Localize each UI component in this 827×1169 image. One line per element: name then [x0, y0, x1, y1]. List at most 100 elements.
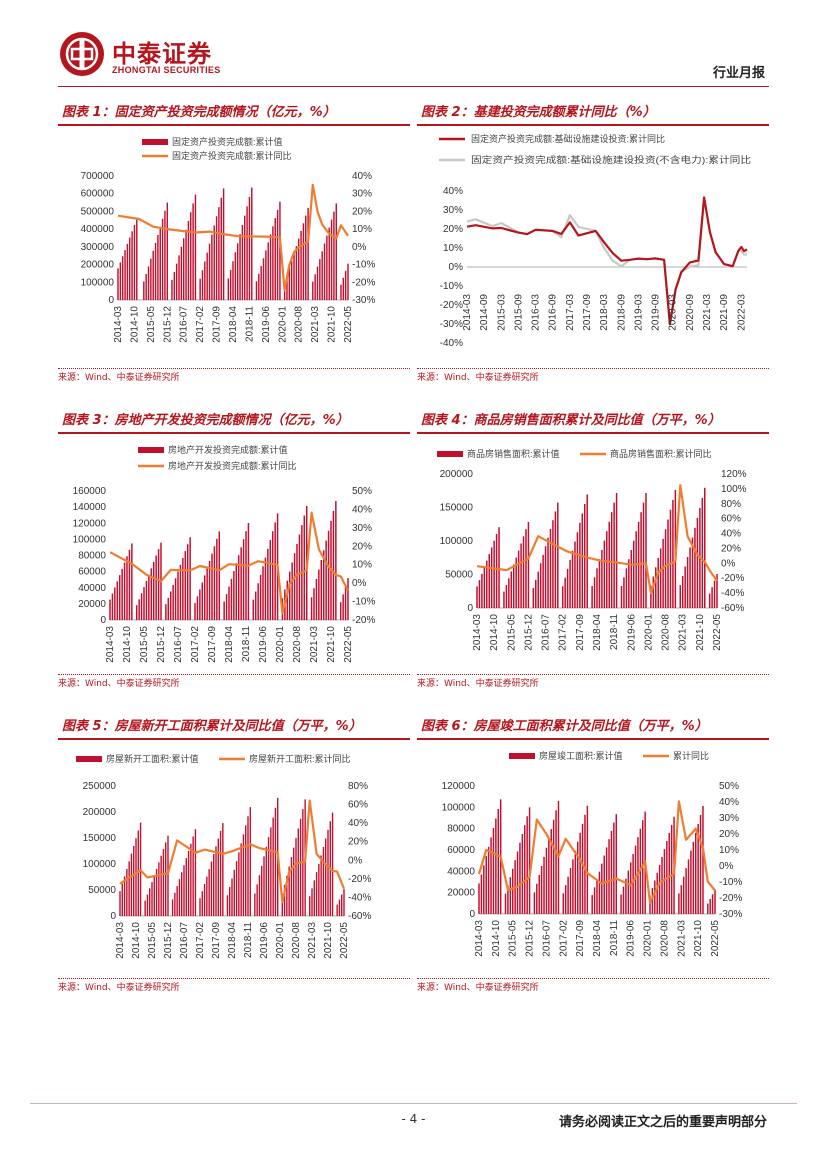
bar-mark: [615, 814, 618, 914]
bar-mark: [522, 536, 525, 608]
bar-mark: [654, 880, 656, 914]
bar-mark: [255, 281, 258, 300]
y-right-tick-label: 30%: [719, 813, 739, 824]
bar-mark: [320, 855, 322, 916]
bar-mark: [153, 875, 155, 916]
y-right-tick-label: -60%: [721, 603, 744, 614]
bar-mark: [515, 557, 517, 608]
bar-mark: [492, 828, 495, 914]
bar-mark: [716, 574, 718, 608]
bar-mark: [516, 851, 519, 914]
bar-mark: [187, 850, 190, 916]
x-tick-label: 2016-07: [541, 614, 552, 651]
bar-mark: [185, 229, 187, 300]
bar-mark: [298, 534, 301, 620]
bar-mark: [554, 511, 557, 608]
series-line-yoy: [476, 484, 718, 595]
y-right-tick-label: -20%: [348, 874, 371, 885]
bar-mark: [225, 594, 228, 620]
x-tick-label: 2015-05: [506, 614, 517, 651]
bar-mark: [192, 203, 194, 300]
bar-mark: [185, 858, 187, 916]
y-left-tick-label: 400000: [81, 224, 115, 235]
x-tick-label: 2014-10: [491, 920, 502, 957]
bar-mark: [199, 898, 201, 916]
x-tick-label: 2016-09: [548, 294, 559, 331]
bar-mark: [236, 243, 239, 300]
bar-mark: [145, 580, 148, 620]
x-tick-label: 2021-03: [676, 920, 687, 957]
x-tick-label: 2015-12: [163, 922, 174, 959]
bar-mark: [210, 861, 213, 916]
series-line-yoy: [119, 799, 346, 904]
bar-mark: [615, 492, 618, 608]
bar-mark: [203, 883, 206, 916]
y-right-tick-label: -30%: [352, 295, 375, 306]
bar-mark: [288, 866, 290, 916]
x-tick-label: 2022-05: [343, 306, 354, 343]
y-left-tick-label: 150000: [440, 503, 474, 514]
bar-mark: [201, 270, 204, 300]
bar-mark: [708, 593, 711, 608]
y-right-tick-label: 100%: [721, 484, 747, 495]
x-tick-label: 2016-07: [173, 626, 184, 663]
bar-mark: [158, 862, 160, 916]
bar-mark: [620, 586, 623, 608]
y-left-tick-label: 50000: [88, 885, 116, 896]
bar-mark: [576, 532, 579, 608]
bar-mark: [219, 830, 222, 916]
bar-mark: [678, 893, 680, 914]
bar-mark: [307, 207, 309, 300]
bar-mark: [490, 547, 493, 608]
bar-mark: [148, 574, 150, 620]
x-tick-label: 2016-07: [179, 306, 190, 343]
bar-mark: [208, 243, 211, 300]
bar-mark: [242, 539, 245, 620]
bar-mark: [622, 886, 625, 914]
bar-mark: [606, 531, 608, 608]
y-right-tick-label: 0%: [352, 578, 367, 589]
bar-mark: [327, 829, 329, 916]
y-left-tick-label: 20000: [78, 599, 106, 610]
bar-mark: [144, 900, 146, 916]
bar-mark: [238, 852, 240, 916]
x-tick-label: 2021-03: [310, 306, 321, 343]
bar-mark: [229, 886, 231, 916]
x-tick-label: 2021-03: [678, 614, 689, 651]
bar-mark: [174, 578, 177, 620]
y-tick-label: -20%: [440, 300, 463, 311]
bar-mark: [240, 547, 242, 620]
bar-mark: [596, 879, 598, 914]
x-tick-label: 2020-08: [291, 922, 302, 959]
x-tick-label: 2015-05: [146, 306, 157, 343]
x-tick-label: 2019-09: [651, 294, 662, 331]
bar-mark: [254, 893, 256, 916]
bar-mark: [146, 894, 149, 916]
y-left-tick-label: 0: [108, 295, 114, 306]
bar-mark: [605, 847, 608, 914]
y-right-tick-label: 0%: [348, 855, 363, 866]
bar-mark: [149, 888, 151, 916]
bar-mark: [512, 564, 515, 608]
bar-mark: [503, 591, 505, 608]
bar-mark: [344, 270, 347, 300]
x-tick-label: 2022-05: [339, 922, 350, 959]
bar-mark: [276, 209, 279, 300]
panel-title: 图表 1：固定资产投资完成额情况（亿元，%）: [58, 100, 410, 126]
x-tick-label: 2020-01: [275, 922, 286, 959]
bar-mark: [263, 856, 265, 916]
bar-mark: [557, 800, 560, 914]
bar-mark: [314, 274, 316, 300]
bar-mark: [299, 818, 302, 916]
y-left-tick-label: 500000: [81, 206, 115, 217]
bar-mark: [569, 868, 572, 914]
legend-label-bar: 房地产开发投资完成额:累计值: [168, 444, 288, 455]
bar-mark: [213, 546, 216, 620]
y-left-tick-label: 150000: [83, 833, 117, 844]
bar-mark: [620, 894, 622, 914]
bar-mark: [121, 883, 123, 916]
bar-mark: [487, 846, 490, 914]
bar-mark: [286, 580, 289, 620]
series-line-yoy: [117, 183, 349, 292]
legend-label-bar: 房屋新开工面积:累计值: [106, 753, 199, 764]
